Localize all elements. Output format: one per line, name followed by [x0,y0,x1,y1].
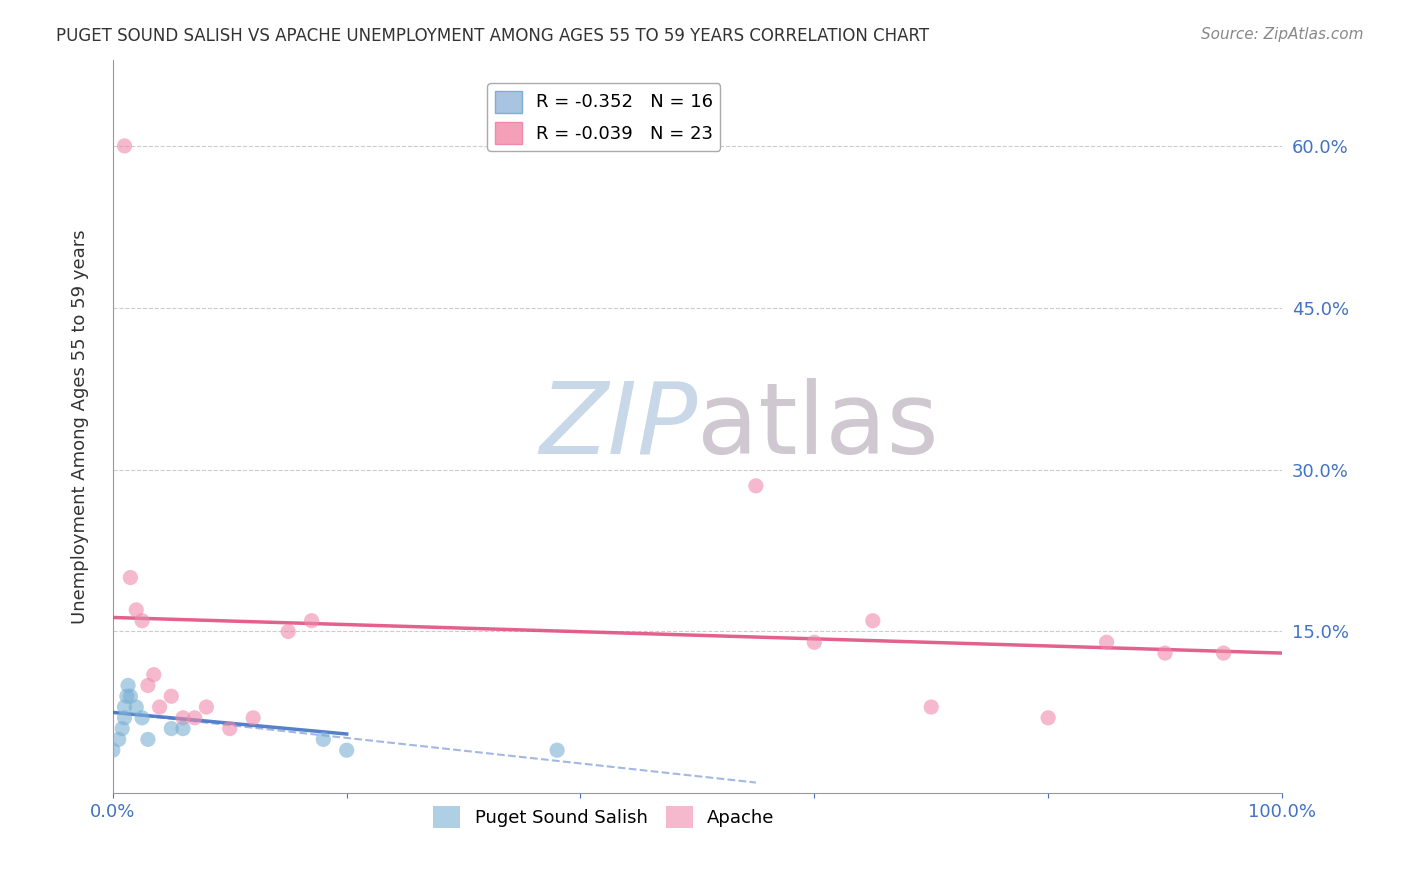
Point [1036,711,1059,725]
Point [1154,646,1177,660]
Point [114,711,136,725]
Point [149,700,172,714]
Point [131,614,153,628]
Point [125,700,148,714]
Point [803,635,825,649]
Point [301,614,323,628]
Point [745,479,768,493]
Point [131,711,153,725]
Point [546,743,568,757]
Legend: Puget Sound Salish, Apache: Puget Sound Salish, Apache [426,799,782,836]
Point [101,743,124,757]
Point [120,570,142,584]
Point [107,732,129,747]
Point [336,743,359,757]
Point [160,690,183,704]
Point [120,690,142,704]
Point [242,711,264,725]
Point [114,139,136,153]
Point [111,722,134,736]
Point [218,722,240,736]
Point [312,732,335,747]
Point [160,722,183,736]
Point [195,700,218,714]
Point [172,722,194,736]
Point [136,678,159,692]
Y-axis label: Unemployment Among Ages 55 to 59 years: Unemployment Among Ages 55 to 59 years [72,229,89,624]
Point [183,711,205,725]
Point [172,711,194,725]
Point [1212,646,1234,660]
Text: PUGET SOUND SALISH VS APACHE UNEMPLOYMENT AMONG AGES 55 TO 59 YEARS CORRELATION : PUGET SOUND SALISH VS APACHE UNEMPLOYMEN… [56,27,929,45]
Text: Source: ZipAtlas.com: Source: ZipAtlas.com [1201,27,1364,42]
Point [136,732,159,747]
Point [125,603,148,617]
Point [920,700,942,714]
Point [114,700,136,714]
Point [142,667,165,681]
Point [117,678,139,692]
Point [115,690,138,704]
Point [277,624,299,639]
Text: ZIP: ZIP [538,378,697,475]
Point [1095,635,1118,649]
Point [862,614,884,628]
Text: atlas: atlas [697,378,939,475]
